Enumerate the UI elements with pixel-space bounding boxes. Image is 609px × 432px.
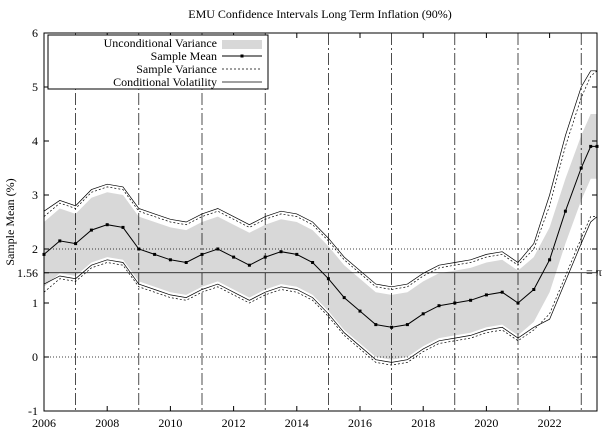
x-tick-label: 2016 xyxy=(348,416,372,430)
sample-mean-point xyxy=(469,298,473,302)
legend-swatch-unconditional-variance xyxy=(222,40,262,49)
sample-mean-point xyxy=(563,209,567,213)
sample-mean-point xyxy=(453,301,457,305)
x-tick-label: 2020 xyxy=(474,416,498,430)
legend-label-unconditional-variance: Unconditional Variance xyxy=(104,36,217,50)
y-tick-label: 0 xyxy=(32,350,38,364)
y-tick-label: 1 xyxy=(32,296,38,310)
sample-mean-point xyxy=(358,309,362,313)
x-tick-label: 2014 xyxy=(285,416,309,430)
x-tick-label: 2010 xyxy=(158,416,182,430)
y-axis: -1 0 1 2 3 4 5 6 1.56 xyxy=(17,26,597,418)
sample-mean-point xyxy=(153,252,157,256)
sample-mean-point xyxy=(200,252,204,256)
sample-mean-point xyxy=(137,247,141,251)
reference-lines xyxy=(44,33,597,411)
sample-mean-point xyxy=(516,301,520,305)
sample-mean-point xyxy=(121,225,125,229)
sample-mean-point xyxy=(437,304,441,308)
sample-mean-point xyxy=(279,250,283,254)
sample-mean-point xyxy=(168,258,172,262)
sample-mean-point xyxy=(232,255,236,259)
sample-mean-point xyxy=(326,277,330,281)
y-tick-label: 6 xyxy=(32,26,38,40)
y-tick-label: 4 xyxy=(32,134,38,148)
x-axis: 2006 2008 2010 2012 2014 2016 2018 2020 2022 xyxy=(32,33,562,430)
sample-mean-point xyxy=(421,312,425,316)
chart-title: EMU Confidence Intervals Long Term Infla… xyxy=(188,7,452,21)
cond-lower-line xyxy=(43,216,598,363)
legend-swatch-sample-mean-point xyxy=(240,54,244,58)
y-tick-label: 3 xyxy=(32,188,38,202)
y-tick-label: 5 xyxy=(32,80,38,94)
pi-line-label: = π xyxy=(586,265,602,279)
plot-frame xyxy=(43,32,598,412)
sample-mean-point xyxy=(295,252,299,256)
x-tick-label: 2006 xyxy=(32,416,56,430)
sample-mean-point xyxy=(105,223,109,227)
sample-mean-point xyxy=(89,228,93,232)
x-tick-label: 2012 xyxy=(222,416,246,430)
sample-mean-point xyxy=(216,247,220,251)
y-tick-label: 2 xyxy=(32,242,38,256)
y-tick-label: -1 xyxy=(28,404,38,418)
sample-mean-point xyxy=(484,293,488,297)
sample-upper-line xyxy=(43,70,598,290)
sample-mean-point xyxy=(579,166,583,170)
sample-mean-point xyxy=(374,323,378,327)
sample-mean-point xyxy=(74,242,78,246)
sample-mean-point xyxy=(342,296,346,300)
x-tick-label: 2008 xyxy=(95,416,119,430)
sample-mean-point xyxy=(548,258,552,262)
sample-mean-point xyxy=(263,255,267,259)
sample-mean-point xyxy=(532,288,536,291)
sample-mean-point xyxy=(184,261,188,264)
sample-mean-point xyxy=(311,261,315,264)
cond-upper-line xyxy=(43,70,597,288)
sample-mean-point xyxy=(390,325,394,329)
y-axis-label: Sample Mean (%) xyxy=(3,178,17,265)
legend-label-sample-mean: Sample Mean xyxy=(151,49,217,63)
legend-label-conditional-volatility: Conditional Volatility xyxy=(113,75,217,89)
sample-lower-line xyxy=(43,216,597,366)
x-tick-label: 2018 xyxy=(411,416,435,430)
sample-mean-point xyxy=(589,144,593,148)
x-tick-label: 2022 xyxy=(538,416,562,430)
unconditional-variance-band xyxy=(44,114,597,360)
sample-mean-points xyxy=(42,144,599,329)
sample-mean-point xyxy=(500,290,504,294)
band-layer xyxy=(44,114,597,360)
sample-mean-point xyxy=(405,323,409,327)
y-tick-label-special: 1.56 xyxy=(17,266,38,280)
sample-mean-point xyxy=(247,263,251,267)
sample-mean-point xyxy=(58,239,62,243)
legend-label-sample-variance: Sample Variance xyxy=(136,62,217,76)
legend: Unconditional Variance Sample Mean Sampl… xyxy=(47,34,269,90)
